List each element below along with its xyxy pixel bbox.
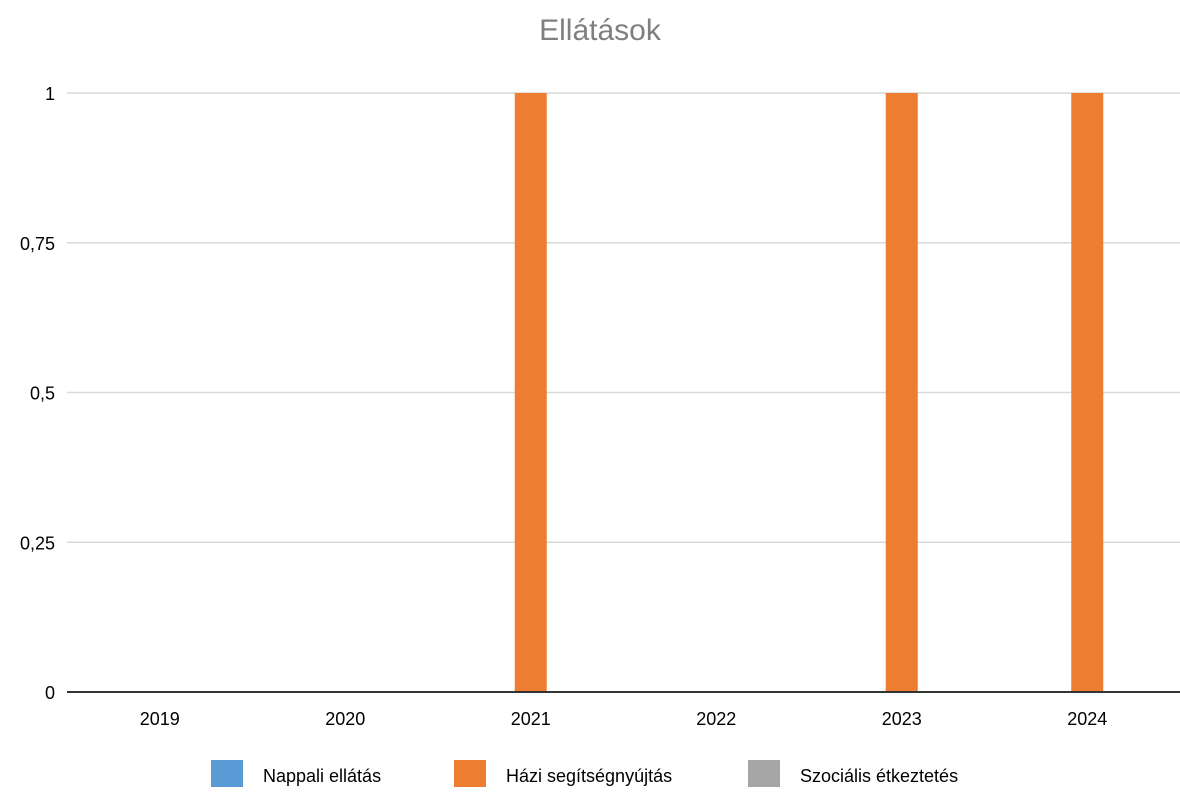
legend-label: Szociális étkeztetés [800, 766, 958, 786]
legend-item: Szociális étkeztetés [748, 760, 958, 787]
legend-label: Házi segítségnyújtás [506, 766, 672, 786]
y-tick-label: 0,25 [20, 533, 55, 553]
bars [514, 93, 1104, 692]
legend-label: Nappali ellátás [263, 766, 381, 786]
legend-item: Házi segítségnyújtás [454, 760, 672, 787]
x-tick-label: 2021 [511, 709, 551, 729]
legend: Nappali ellátás Házi segítségnyújtás Szoci… [211, 760, 958, 787]
x-tick-label: 2023 [882, 709, 922, 729]
x-tick-label: 2020 [325, 709, 365, 729]
gridlines [67, 92, 1180, 543]
bar [885, 93, 918, 692]
legend-swatch [454, 760, 486, 787]
y-tick-label: 0,75 [20, 234, 55, 254]
x-axis-ticks: 2019 2020 2021 2022 2023 2024 [140, 709, 1108, 729]
x-tick-label: 2019 [140, 709, 180, 729]
x-tick-label: 2024 [1067, 709, 1107, 729]
y-tick-label: 1 [45, 84, 55, 104]
x-tick-label: 2022 [696, 709, 736, 729]
bar [1071, 93, 1104, 692]
bar [514, 93, 547, 692]
legend-swatch [211, 760, 243, 787]
y-tick-label: 0,5 [30, 384, 55, 404]
legend-item: Nappali ellátás [211, 760, 381, 787]
y-axis-ticks: 0 0,25 0,5 0,75 1 [20, 84, 55, 703]
y-tick-label: 0 [45, 683, 55, 703]
legend-swatch [748, 760, 780, 787]
chart-title: Ellátások [539, 14, 662, 47]
